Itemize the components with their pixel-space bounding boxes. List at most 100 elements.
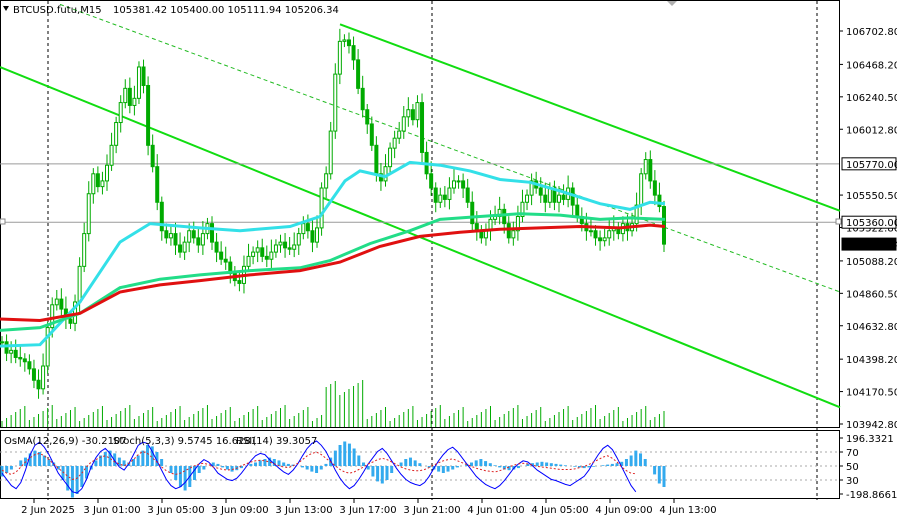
candle-body bbox=[406, 109, 411, 118]
osma-bar bbox=[47, 459, 51, 466]
time-tick-label: 4 Jun 13:00 bbox=[659, 505, 716, 516]
candle-body bbox=[214, 241, 219, 253]
candle-body bbox=[136, 66, 141, 99]
candle-body bbox=[91, 173, 96, 195]
candle-body bbox=[648, 159, 653, 182]
candle-body bbox=[237, 280, 242, 284]
candle-body bbox=[319, 187, 324, 229]
osma-bar bbox=[324, 463, 328, 466]
osma-bar bbox=[19, 460, 23, 466]
osma-bar bbox=[488, 463, 492, 466]
candle-body bbox=[283, 241, 288, 249]
level-right-handle[interactable] bbox=[835, 218, 842, 225]
osma-bar bbox=[131, 459, 135, 466]
osma-bar bbox=[371, 466, 375, 477]
candle-body bbox=[182, 241, 187, 253]
osma-bar bbox=[9, 466, 13, 470]
osma-bar bbox=[99, 455, 103, 466]
candle-body bbox=[502, 208, 507, 225]
osma-bar bbox=[559, 464, 563, 466]
candle-body bbox=[22, 358, 27, 363]
osma-bar bbox=[502, 466, 506, 470]
osma-bar bbox=[352, 448, 356, 466]
osma-bar bbox=[526, 463, 530, 466]
osma-bar bbox=[380, 466, 384, 484]
price-label-text: 105360.00 bbox=[846, 218, 897, 229]
osma-bar bbox=[221, 466, 225, 468]
osma-bar bbox=[286, 463, 290, 466]
candle-body bbox=[301, 223, 306, 235]
osma-bar bbox=[516, 466, 520, 469]
osma-bar bbox=[272, 459, 276, 466]
candle-body bbox=[451, 180, 456, 189]
candle-body bbox=[639, 173, 644, 206]
candle-body bbox=[269, 251, 274, 260]
osma-bar bbox=[225, 466, 229, 470]
scroll-marker-icon bbox=[667, 1, 677, 6]
osma-bar bbox=[268, 457, 272, 466]
candle-body bbox=[187, 230, 192, 243]
time-tick-label: 3 Jun 01:00 bbox=[83, 505, 140, 516]
candle-body bbox=[470, 201, 475, 225]
candle-body bbox=[529, 180, 534, 196]
osma-bar bbox=[549, 463, 553, 466]
candle-body bbox=[45, 327, 50, 367]
osma-bar bbox=[258, 460, 262, 466]
candle-body bbox=[118, 102, 123, 124]
osma-bar bbox=[282, 462, 286, 466]
volume-bars bbox=[1, 380, 665, 427]
dropdown-triangle-icon[interactable] bbox=[3, 6, 9, 11]
oscillator-tick-label: 70 bbox=[846, 448, 859, 459]
candle-body bbox=[9, 349, 14, 354]
candle-body bbox=[342, 39, 347, 42]
osma-bar bbox=[160, 459, 164, 466]
osma-bar bbox=[338, 445, 342, 466]
osma-bar bbox=[639, 453, 643, 466]
osma-bar bbox=[305, 466, 309, 470]
oscillator-axis: 196.3321 70 50 30 -198.8661 bbox=[839, 434, 897, 501]
osma-bar bbox=[70, 466, 74, 498]
candle-body bbox=[429, 173, 434, 189]
osma-bar bbox=[315, 466, 319, 473]
osma-bar bbox=[385, 466, 389, 480]
osma-bar bbox=[357, 455, 361, 466]
candle-body bbox=[18, 356, 23, 360]
osma-bar bbox=[563, 465, 567, 466]
price-tick-label: 106468.20 bbox=[846, 60, 897, 71]
candle-body bbox=[315, 227, 320, 243]
osma-bar bbox=[620, 461, 624, 466]
candle-body bbox=[159, 201, 164, 232]
osma-bar bbox=[75, 466, 79, 494]
candle-body bbox=[292, 244, 297, 250]
level-left-handle[interactable] bbox=[0, 218, 6, 225]
price-tick-label: 105322.80 bbox=[846, 224, 897, 235]
osma-bar bbox=[141, 450, 145, 466]
oscillator-plot bbox=[0, 440, 839, 498]
osma-bar bbox=[451, 466, 455, 470]
candle-body bbox=[0, 341, 4, 344]
oscillator-tick-label: -198.8661 bbox=[846, 490, 897, 501]
main-panel bbox=[0, 0, 840, 428]
candle-body bbox=[219, 251, 224, 260]
candle-body bbox=[520, 201, 525, 218]
osma-bar bbox=[404, 459, 408, 466]
osma-bar bbox=[239, 466, 243, 469]
candle-body bbox=[652, 180, 657, 196]
rsi-line bbox=[1, 450, 636, 480]
osma-bar bbox=[178, 466, 182, 487]
rsi-label: RSI(14) 39.3057 bbox=[236, 436, 317, 447]
osma-bar bbox=[418, 463, 422, 466]
stoch-line bbox=[1, 440, 637, 494]
candle-body bbox=[310, 230, 315, 243]
osma-bar bbox=[108, 450, 112, 466]
osma-bar bbox=[531, 463, 535, 466]
candle-body bbox=[31, 368, 36, 381]
candle-body bbox=[123, 87, 128, 104]
osma-bar bbox=[33, 450, 37, 466]
indicator-panel bbox=[0, 430, 840, 499]
candle-body bbox=[260, 247, 265, 257]
time-tick-label: 3 Jun 09:00 bbox=[211, 505, 268, 516]
osma-bar bbox=[230, 466, 234, 472]
osma-bar bbox=[254, 462, 258, 466]
